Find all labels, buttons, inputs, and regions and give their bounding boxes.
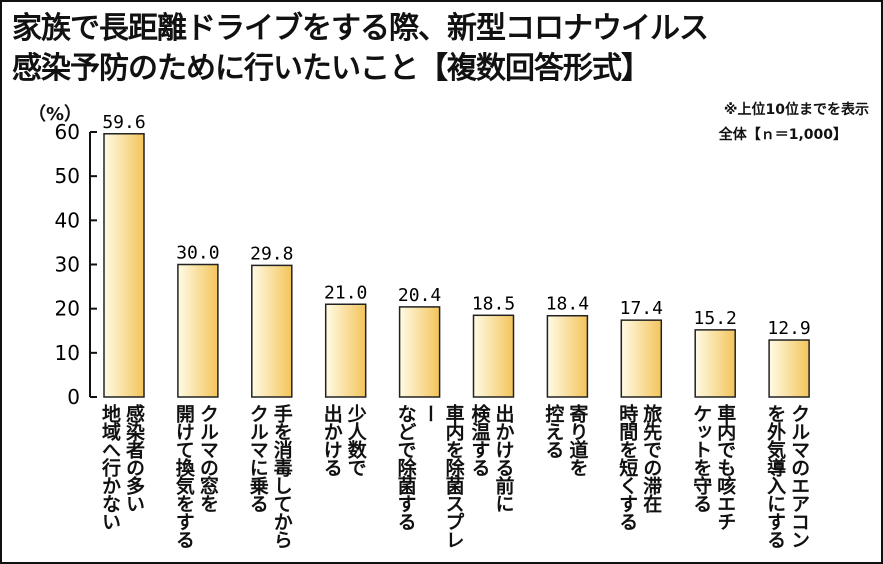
category-label: 出かける前に 検温する bbox=[468, 404, 515, 512]
data-label: 20.4 bbox=[398, 285, 441, 306]
category-label: クルマの窓を 開けて換気をする bbox=[172, 404, 219, 548]
data-label: 59.6 bbox=[102, 112, 145, 133]
data-label: 21.0 bbox=[324, 282, 367, 303]
data-label: 18.4 bbox=[546, 294, 589, 315]
bar bbox=[177, 263, 219, 398]
bar bbox=[620, 319, 663, 398]
category-label: 少人数で 出かける bbox=[320, 404, 367, 476]
bars: 59.6 30.0 29.8 21.0 20.4 18.5 18.4 17.4 15.2 12.9 bbox=[102, 112, 811, 398]
data-label: 30.0 bbox=[176, 243, 219, 264]
category-label: クルマのエアコン を外気導入にする bbox=[764, 404, 811, 548]
category-label: 車内でも咳エチ ケットを守る bbox=[690, 404, 737, 530]
category-label: 寄り道を 控える bbox=[542, 404, 589, 476]
y-tick-label: 50 bbox=[55, 164, 80, 188]
y-tick-label: 20 bbox=[55, 297, 80, 321]
bar bbox=[472, 314, 515, 398]
data-label: 18.5 bbox=[472, 293, 515, 314]
bar bbox=[546, 314, 589, 398]
y-tick-label: 40 bbox=[55, 208, 80, 232]
bar bbox=[694, 329, 736, 398]
bar bbox=[103, 133, 145, 398]
chart-title-line-2: 感染予防のために行いたいこと【複数回答形式】 bbox=[12, 51, 651, 86]
category-label: 車内を除菌スプレー などで除菌する bbox=[394, 404, 465, 548]
bar bbox=[768, 339, 810, 398]
y-tick-label: 10 bbox=[55, 341, 80, 365]
category-label: 感染者の多い 地域へ行かない bbox=[99, 404, 145, 530]
y-tick-label: 0 bbox=[67, 385, 80, 409]
bar bbox=[251, 264, 293, 398]
y-tick-label: 60 bbox=[55, 120, 80, 144]
data-label: 29.8 bbox=[250, 243, 293, 264]
data-label: 12.9 bbox=[767, 318, 810, 339]
display-note: ※上位10位までを表示 bbox=[723, 102, 869, 118]
data-label: 15.2 bbox=[694, 308, 737, 329]
y-axis: 0 10 20 30 40 50 60 bbox=[55, 120, 97, 409]
sample-size: 全体【ｎ＝1,000】 bbox=[718, 127, 847, 143]
y-axis-unit: （%） bbox=[28, 104, 83, 125]
data-label: 17.4 bbox=[620, 298, 663, 319]
y-tick-label: 30 bbox=[55, 253, 80, 277]
category-label: 手を消毒してから クルマに乗る bbox=[246, 404, 293, 548]
category-label: 旅先での滞在 時間を短くする bbox=[616, 404, 663, 530]
bar bbox=[324, 303, 367, 398]
bar bbox=[398, 306, 441, 398]
chart-title-line-1: 家族で長距離ドライブをする際、新型コロナウイルス bbox=[12, 11, 709, 46]
